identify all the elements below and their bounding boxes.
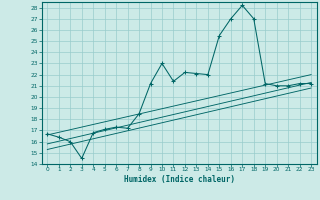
X-axis label: Humidex (Indice chaleur): Humidex (Indice chaleur)	[124, 175, 235, 184]
